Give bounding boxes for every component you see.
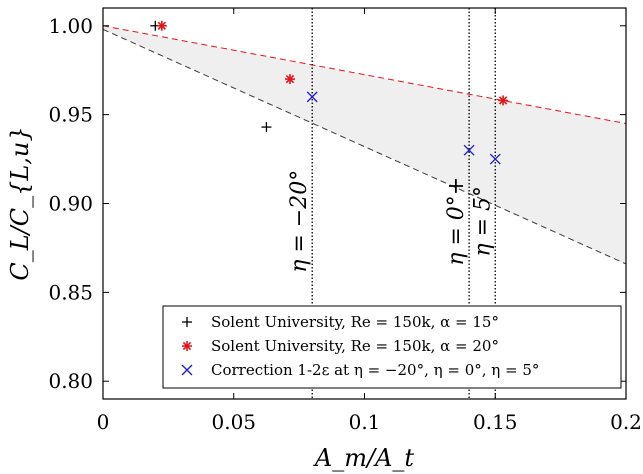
x-tick-label: 0.2 <box>610 410 642 434</box>
x-tick-label: 0 <box>97 410 110 434</box>
y-tick-label: 1.00 <box>48 14 93 38</box>
x-axis-label: A_m/A_t <box>313 444 415 472</box>
data-point-s3-2 <box>463 144 475 156</box>
x-tick-label: 0.15 <box>473 410 518 434</box>
data-point-s3-3 <box>489 153 501 165</box>
legend-marker-1 <box>182 317 192 327</box>
data-point-s3-1 <box>306 91 318 103</box>
shaded-band <box>103 25 626 264</box>
data-point-s2-1 <box>156 20 167 31</box>
vertical-line-label-1: η = −20° <box>287 170 312 273</box>
y-tick-label: 0.85 <box>48 280 93 304</box>
trend-line-1 <box>102 25 627 125</box>
data-point-s2-2 <box>284 74 295 85</box>
y-tick-label: 0.90 <box>48 192 93 216</box>
trend-line-2 <box>102 28 627 265</box>
data-point-s2-3 <box>498 95 509 106</box>
y-tick-label: 0.95 <box>48 103 93 127</box>
y-axis-label: C_L/C_{L,u} <box>6 126 34 280</box>
legend-entry-3: Correction 1-2ε at η = −20°, η = 0°, η =… <box>211 361 539 379</box>
vertical-line-label-3: η = 5° <box>470 186 495 257</box>
x-tick-label: 0.1 <box>349 410 381 434</box>
legend-marker-2 <box>182 341 192 351</box>
y-tick-label: 0.80 <box>48 369 93 393</box>
legend-entry-1: Solent University, Re = 150k, α = 15° <box>211 313 499 331</box>
legend-entry-2: Solent University, Re = 150k, α = 20° <box>211 337 499 355</box>
legend: Solent University, Re = 150k, α = 15° Sol… <box>162 305 622 389</box>
data-point-s1-2 <box>261 122 272 133</box>
legend-marker-3 <box>181 364 193 376</box>
legend-box <box>162 305 622 389</box>
x-tick-label: 0.05 <box>211 410 256 434</box>
vertical-line-label-2: η = 0°+ <box>444 177 469 266</box>
